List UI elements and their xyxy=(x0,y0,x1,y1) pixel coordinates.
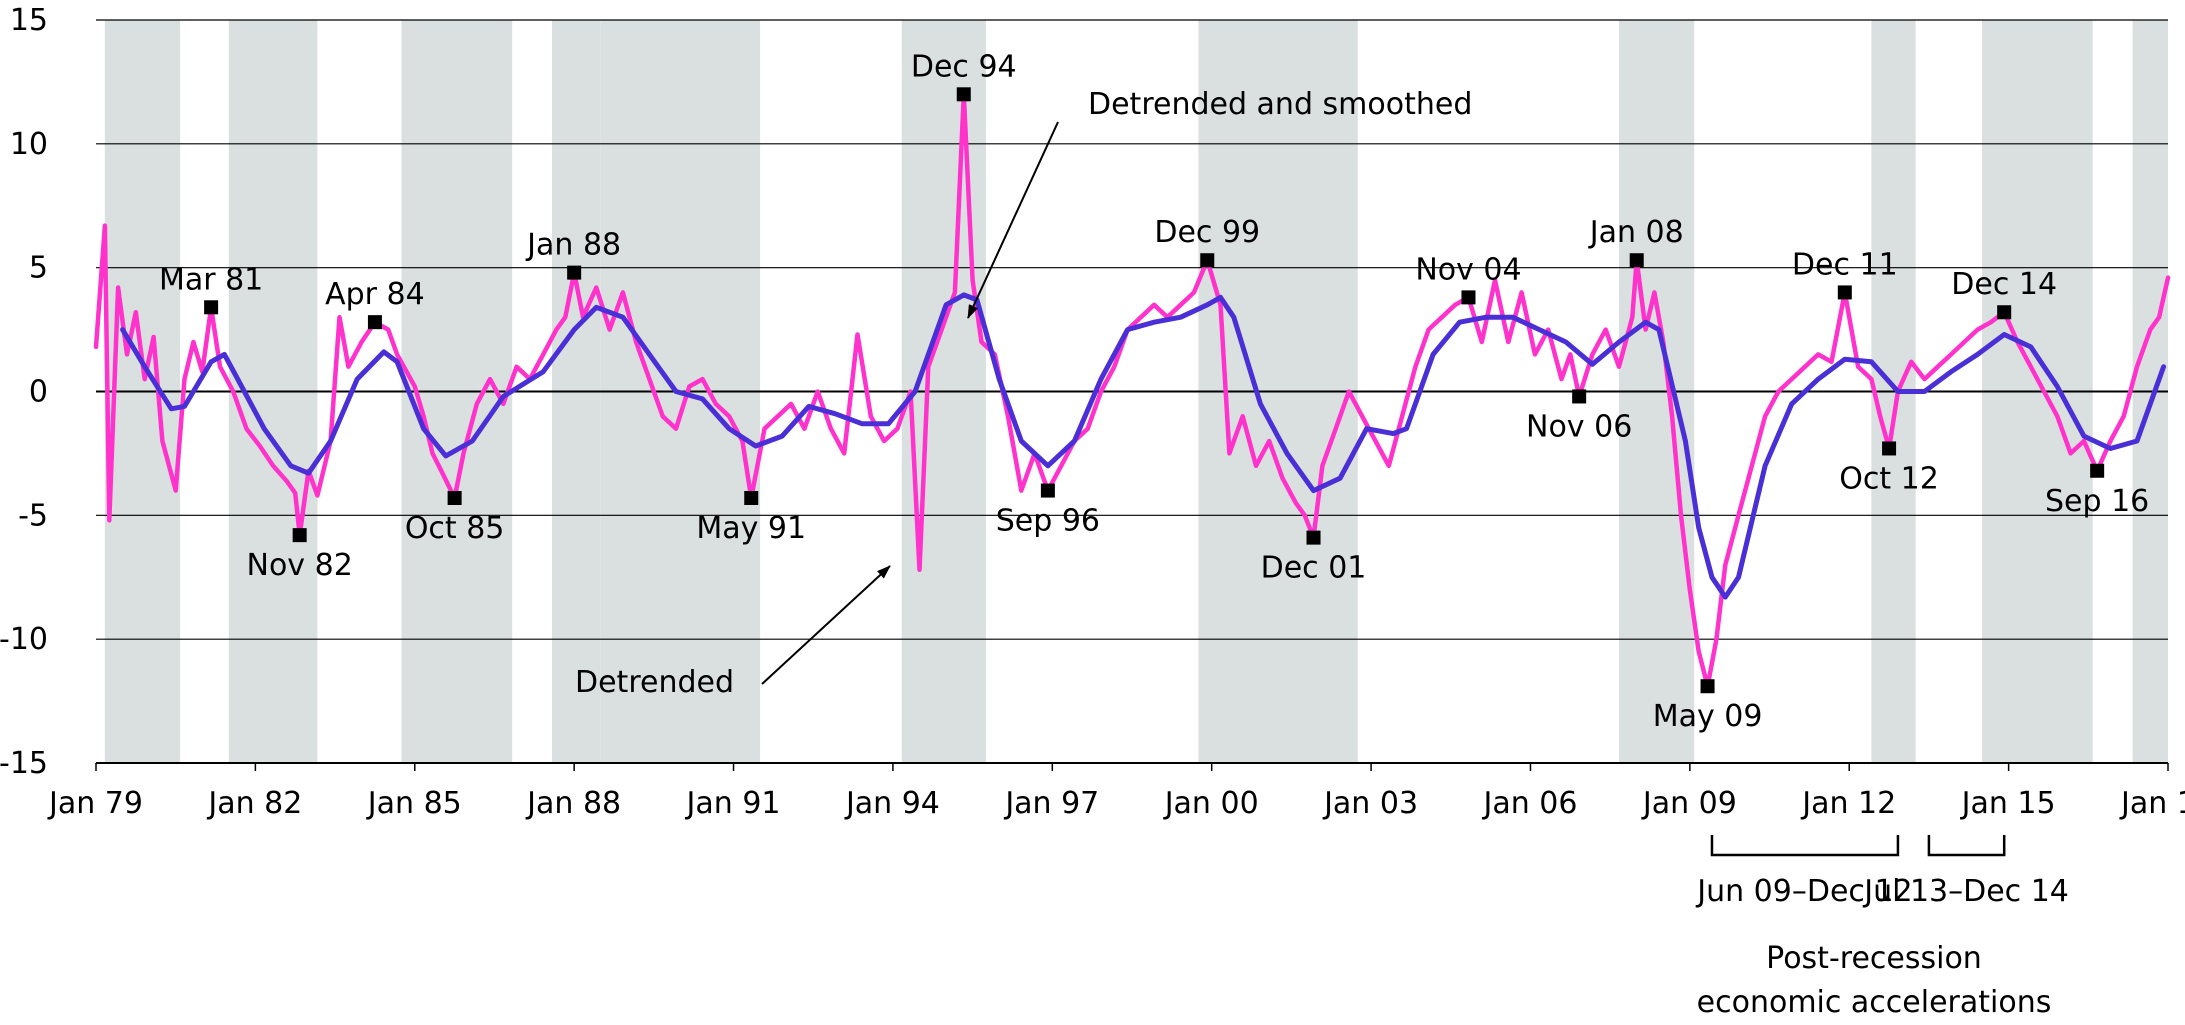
peak-label-sep-16: Sep 16 xyxy=(2045,484,2149,519)
peak-marker-oct-12 xyxy=(1882,441,1897,456)
peak-label-jan-88: Jan 88 xyxy=(525,228,621,263)
x-tick-label: Jan 91 xyxy=(685,786,781,821)
peak-marker-dec-11 xyxy=(1837,285,1852,300)
peak-label-nov-06: Nov 06 xyxy=(1526,409,1632,444)
bracket-0 xyxy=(1710,835,1900,857)
peak-marker-jan-08 xyxy=(1629,253,1644,268)
series-line-detrended xyxy=(93,92,2171,689)
peak-label-nov-82: Nov 82 xyxy=(247,548,353,583)
x-tick-label: Jan 79 xyxy=(47,786,143,821)
x-tick-label: Jan 06 xyxy=(1481,786,1577,821)
annotation-detrended-arrow xyxy=(761,565,891,685)
x-tick-label: Jan 15 xyxy=(1960,786,2056,821)
peak-marker-dec-01 xyxy=(1306,530,1321,545)
x-tick-label: Jan 12 xyxy=(1800,786,1896,821)
bracket-note: Post-recession economic accelerations xyxy=(1697,941,2052,1020)
x-tick-label: Jan 00 xyxy=(1163,786,1259,821)
x-tick-label: Jan 97 xyxy=(1003,786,1099,821)
y-tick-label: -10 xyxy=(0,622,48,657)
bracket-label-1: Jul 13–Dec 14 xyxy=(1862,874,2069,909)
peak-marker-oct-85 xyxy=(447,490,462,505)
y-tick-label: -15 xyxy=(0,746,48,781)
x-tick-label: Jan 85 xyxy=(366,786,462,821)
bracket-note-line-2: economic accelerations xyxy=(1697,985,2052,1020)
y-tick-label: 15 xyxy=(10,3,48,38)
peak-label-oct-12: Oct 12 xyxy=(1839,461,1939,496)
y-tick-label: -5 xyxy=(18,498,48,533)
peak-label-dec-01: Dec 01 xyxy=(1261,551,1367,586)
annotation-smoothed-label: Detrended and smoothed xyxy=(1088,87,1472,122)
peak-markers xyxy=(204,87,2105,694)
peak-label-sep-96: Sep 96 xyxy=(996,504,1100,539)
peak-marker-mar-81 xyxy=(204,300,219,315)
peak-label-oct-85: Oct 85 xyxy=(405,511,505,546)
y-axis-tick-labels: 15 10 5 0 -5 -10 -15 xyxy=(0,3,48,781)
x-tick-label: Jan 88 xyxy=(525,786,621,821)
peak-label-dec-11: Dec 11 xyxy=(1792,247,1898,282)
peak-label-dec-94: Dec 94 xyxy=(911,49,1017,84)
peak-marker-nov-82 xyxy=(292,528,307,543)
peak-marker-may-09 xyxy=(1700,679,1715,694)
peak-marker-dec-94 xyxy=(956,87,971,102)
peak-marker-dec-14 xyxy=(1997,305,2012,320)
peak-label-may-09: May 09 xyxy=(1653,699,1763,734)
peak-label-mar-81: Mar 81 xyxy=(159,262,263,297)
peak-marker-apr-84 xyxy=(367,315,382,330)
peak-label-dec-99: Dec 99 xyxy=(1154,215,1260,250)
peak-labels: Mar 81 Nov 82 Apr 84 Oct 85 Jan 88 May 91 Dec … xyxy=(159,49,2149,734)
peak-marker-jan-88 xyxy=(567,265,582,280)
y-tick-label: 5 xyxy=(29,251,48,286)
peak-label-apr-84: Apr 84 xyxy=(325,277,425,312)
peak-label-nov-04: Nov 04 xyxy=(1415,252,1521,287)
annotation-detrended-label: Detrended xyxy=(575,665,734,700)
peak-marker-sep-96 xyxy=(1040,483,1055,498)
peak-label-jan-08: Jan 08 xyxy=(1588,215,1684,250)
peak-marker-dec-99 xyxy=(1200,253,1215,268)
gridlines xyxy=(96,19,2168,764)
x-tick-label: Jan 82 xyxy=(206,786,302,821)
y-tick-label: 10 xyxy=(10,127,48,162)
x-tick-label: Jan 03 xyxy=(1322,786,1418,821)
series-line-smoothed xyxy=(120,292,2167,600)
x-axis-tick-labels: Jan 79 Jan 82 Jan 85 Jan 88 Jan 91 Jan 94 Jan … xyxy=(47,763,2185,821)
x-tick-label: Jan 18 xyxy=(2119,786,2185,821)
peak-label-may-91: May 91 xyxy=(696,511,806,546)
series-lines xyxy=(93,92,2171,689)
peak-label-dec-14: Dec 14 xyxy=(1951,267,2057,302)
bracket-note-line-1: Post-recession xyxy=(1766,941,1982,976)
peak-marker-may-91 xyxy=(744,490,759,505)
annotations: Detrended and smoothed Detrended xyxy=(575,87,1472,700)
peak-marker-nov-04 xyxy=(1461,290,1476,305)
peak-marker-sep-16 xyxy=(2090,463,2105,478)
annotation-smoothed-arrow xyxy=(967,121,1059,319)
x-tick-label: Jan 09 xyxy=(1641,786,1737,821)
peak-marker-nov-06 xyxy=(1572,389,1587,404)
bracket-1 xyxy=(1927,835,2006,857)
x-tick-label: Jan 94 xyxy=(844,786,940,821)
y-tick-label: 0 xyxy=(29,375,48,410)
bracket-label-0: Jun 09–Dec 12 xyxy=(1695,874,1912,909)
